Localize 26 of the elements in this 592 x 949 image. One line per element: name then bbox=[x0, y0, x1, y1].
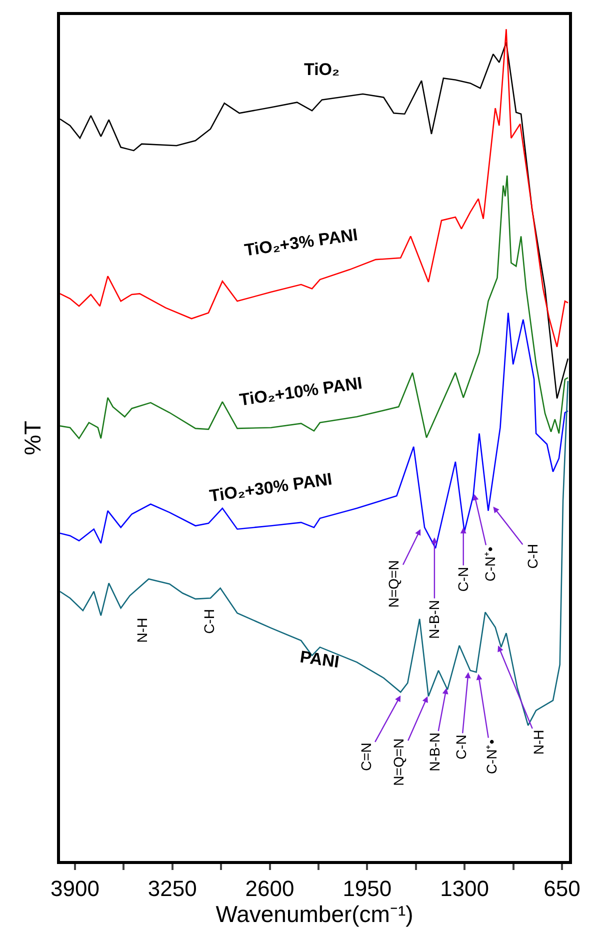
text: TiO₂+30% PANI bbox=[208, 470, 334, 506]
annotation: C-N⁺• bbox=[482, 546, 498, 582]
x-tick-label: 1950 bbox=[342, 876, 392, 902]
x-tick-label: 2600 bbox=[245, 876, 294, 902]
text: TiO₂+3% PANI bbox=[243, 225, 359, 260]
x-tick-label: 3250 bbox=[148, 876, 197, 902]
annotation: N=Q=N bbox=[385, 560, 402, 608]
annotation: C-N bbox=[454, 566, 471, 592]
x-tick-label: 650 bbox=[544, 876, 580, 902]
annotation: N-B-N bbox=[426, 732, 442, 772]
annotation: N-H bbox=[530, 730, 547, 755]
annotation: C-N bbox=[453, 734, 470, 760]
annotation: N-H bbox=[134, 618, 150, 643]
annotation: C-N⁺• bbox=[484, 739, 500, 774]
series-label: TiO₂ bbox=[304, 60, 340, 79]
annotation: C-H bbox=[201, 609, 217, 634]
x-axis-title: Wavenumber(cm⁻¹) bbox=[216, 901, 414, 928]
text: TiO₂+10% PANI bbox=[238, 374, 364, 410]
annotation: N-B-N bbox=[426, 600, 442, 639]
y-axis-title: %T bbox=[20, 420, 46, 456]
x-tick-label: 1300 bbox=[440, 876, 490, 902]
annotation: C=N bbox=[358, 742, 374, 772]
text: PANI bbox=[298, 647, 340, 672]
annotation: N=Q=N bbox=[390, 738, 406, 786]
annotation: C-H bbox=[524, 544, 541, 569]
x-tick-label: 3900 bbox=[50, 876, 100, 902]
